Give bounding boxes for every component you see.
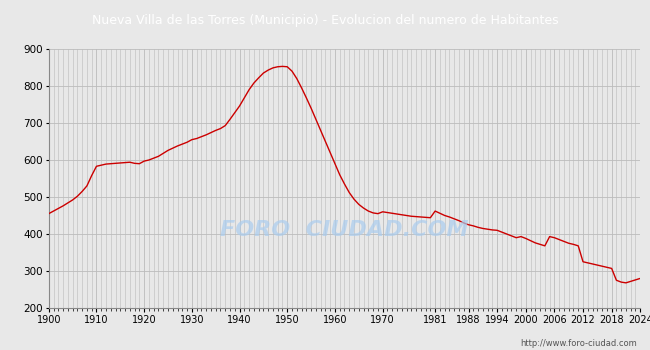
Text: Nueva Villa de las Torres (Municipio) - Evolucion del numero de Habitantes: Nueva Villa de las Torres (Municipio) - …	[92, 14, 558, 27]
Text: FORO  CIUDAD.COM: FORO CIUDAD.COM	[220, 220, 469, 240]
Text: http://www.foro-ciudad.com: http://www.foro-ciudad.com	[520, 339, 637, 348]
